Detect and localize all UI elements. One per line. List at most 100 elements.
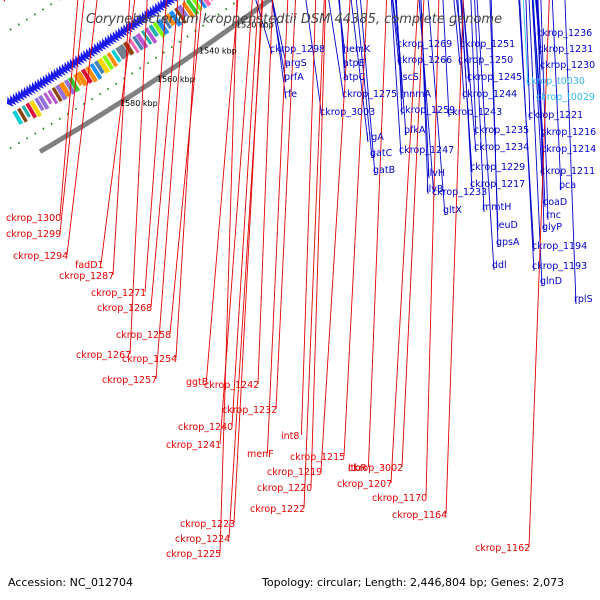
- cog-block: [156, 18, 170, 36]
- leader-line: [360, 0, 376, 176]
- leader-line: [453, 0, 461, 66]
- forward-gene-label: hemK: [343, 44, 371, 55]
- leader-line: [228, 0, 264, 539]
- forward-gene-label: ckrop_1275: [342, 89, 397, 100]
- leader-line: [522, 0, 529, 87]
- leader-line: [490, 0, 499, 248]
- leader-line: [305, 0, 323, 118]
- cog-block: [29, 99, 43, 118]
- leader-line: [425, 0, 440, 498]
- forward-gene-label: ckrop_1233: [432, 187, 487, 198]
- leader-line: [367, 0, 388, 468]
- reverse-gene-label: ckrop_1271: [91, 288, 146, 299]
- reverse-gene-label: ckrop_1223: [180, 519, 235, 530]
- cog-block: [51, 86, 63, 102]
- cog-block: [21, 105, 31, 118]
- leader-line: [536, 0, 546, 208]
- leader-line: [531, 0, 543, 177]
- reverse-gene-label: ltbR: [348, 463, 367, 474]
- cog-block: [73, 73, 83, 87]
- forward-gene-label: mnmA: [400, 89, 432, 100]
- leader-line: [257, 0, 273, 385]
- forward-gene-label: ilvB: [426, 184, 443, 195]
- forward-gene-label: ckrop_t0029: [536, 92, 595, 103]
- reverse-gene-label: int8: [281, 431, 299, 442]
- leader-line: [343, 0, 368, 457]
- forward-gene-label: ckrop_1235: [474, 125, 529, 136]
- cog-block: [76, 71, 89, 87]
- reverse-gene-label: ckrop_1254: [122, 354, 177, 365]
- reverse-gene-label: ckrop_1222: [250, 504, 305, 515]
- reverse-gene-label: ckrop_1224: [175, 534, 230, 545]
- leader-line: [390, 0, 419, 484]
- leader-line: [275, 0, 296, 410]
- leader-line: [461, 0, 473, 190]
- forward-gene-label: ckrop_1266: [397, 55, 452, 66]
- genome-summary: Topology: circular; Length: 2,446,804 bp…: [261, 576, 564, 589]
- leader-line: [528, 0, 550, 548]
- leader-line: [129, 0, 148, 355]
- cog-block: [85, 65, 98, 83]
- forward-gene-label: ckrop_1243: [447, 107, 502, 118]
- reverse-gene-label: ckrop_1232: [222, 405, 277, 416]
- cog-block: [181, 1, 196, 19]
- cog-block: [25, 102, 38, 119]
- leader-line: [219, 0, 238, 554]
- cog-block: [198, 0, 208, 9]
- forward-gene-label: ckrop_1245: [467, 72, 522, 83]
- leader-line: [456, 0, 463, 50]
- leader-line: [457, 0, 465, 100]
- leader-line: [271, 0, 287, 83]
- cog-block: [63, 79, 76, 95]
- cog-block: [203, 0, 212, 7]
- leader-line: [564, 0, 577, 305]
- cog-block: [55, 84, 68, 101]
- forward-gene-label: ckrop_1250: [458, 55, 513, 66]
- forward-gene-label: ckrop_1217: [470, 179, 525, 190]
- leader-line: [532, 0, 544, 155]
- reverse-gene-label: ckrop_1294: [13, 251, 68, 262]
- forward-gene-arrow: [168, 0, 176, 4]
- forward-gene-label: glnD: [540, 276, 562, 287]
- cog-block: [152, 21, 166, 39]
- leader-line: [420, 0, 429, 195]
- cog-block: [148, 24, 159, 38]
- cog-block: [132, 35, 144, 51]
- cog-block: [58, 81, 72, 98]
- forward-gene-label: ckrop_1214: [541, 144, 596, 155]
- leader-line: [231, 0, 259, 427]
- reverse-gene-label: menF: [247, 449, 274, 460]
- forward-gene-label: ckrop_1229: [470, 162, 525, 173]
- reverse-gene-label: ckrop_1219: [267, 467, 322, 478]
- reverse-gene-label: ckrop_1162: [475, 543, 530, 554]
- leader-line: [66, 0, 98, 256]
- forward-gene-label: argS: [285, 58, 307, 69]
- cog-block: [80, 68, 93, 84]
- leader-line: [442, 0, 450, 118]
- reverse-gene-label: ckrop_1241: [166, 440, 221, 451]
- leader-line: [462, 0, 470, 83]
- genome-backbone: [38, 0, 274, 154]
- forward-gene-label: prfA: [284, 72, 304, 83]
- leader-line: [155, 0, 185, 380]
- cog-block: [38, 94, 50, 110]
- leader-line: [551, 0, 562, 191]
- cog-block: [47, 89, 59, 105]
- reverse-gene-label: ckrop_1225: [166, 549, 221, 560]
- forward-gene-label: atpC: [343, 72, 366, 83]
- leader-line: [445, 0, 464, 515]
- forward-gene-label: gpsA: [496, 237, 520, 248]
- reverse-gene-label: ckrop_1287: [59, 271, 114, 282]
- leader-line: [390, 0, 402, 156]
- reverse-gene-label: ckrop_1220: [257, 483, 312, 494]
- reverse-gene-arrow: [3, 0, 6, 2]
- forward-gene-label: ckrop_1259: [400, 105, 455, 116]
- leader-line: [272, 0, 287, 100]
- cog-block: [97, 57, 111, 74]
- leader-line: [537, 0, 545, 233]
- cog-block: [115, 46, 126, 60]
- cog-block: [111, 49, 122, 63]
- forward-gene-label: ckrop_1193: [532, 261, 587, 272]
- reverse-gene-label: ckrop_1164: [392, 510, 447, 521]
- leader-line: [476, 0, 495, 271]
